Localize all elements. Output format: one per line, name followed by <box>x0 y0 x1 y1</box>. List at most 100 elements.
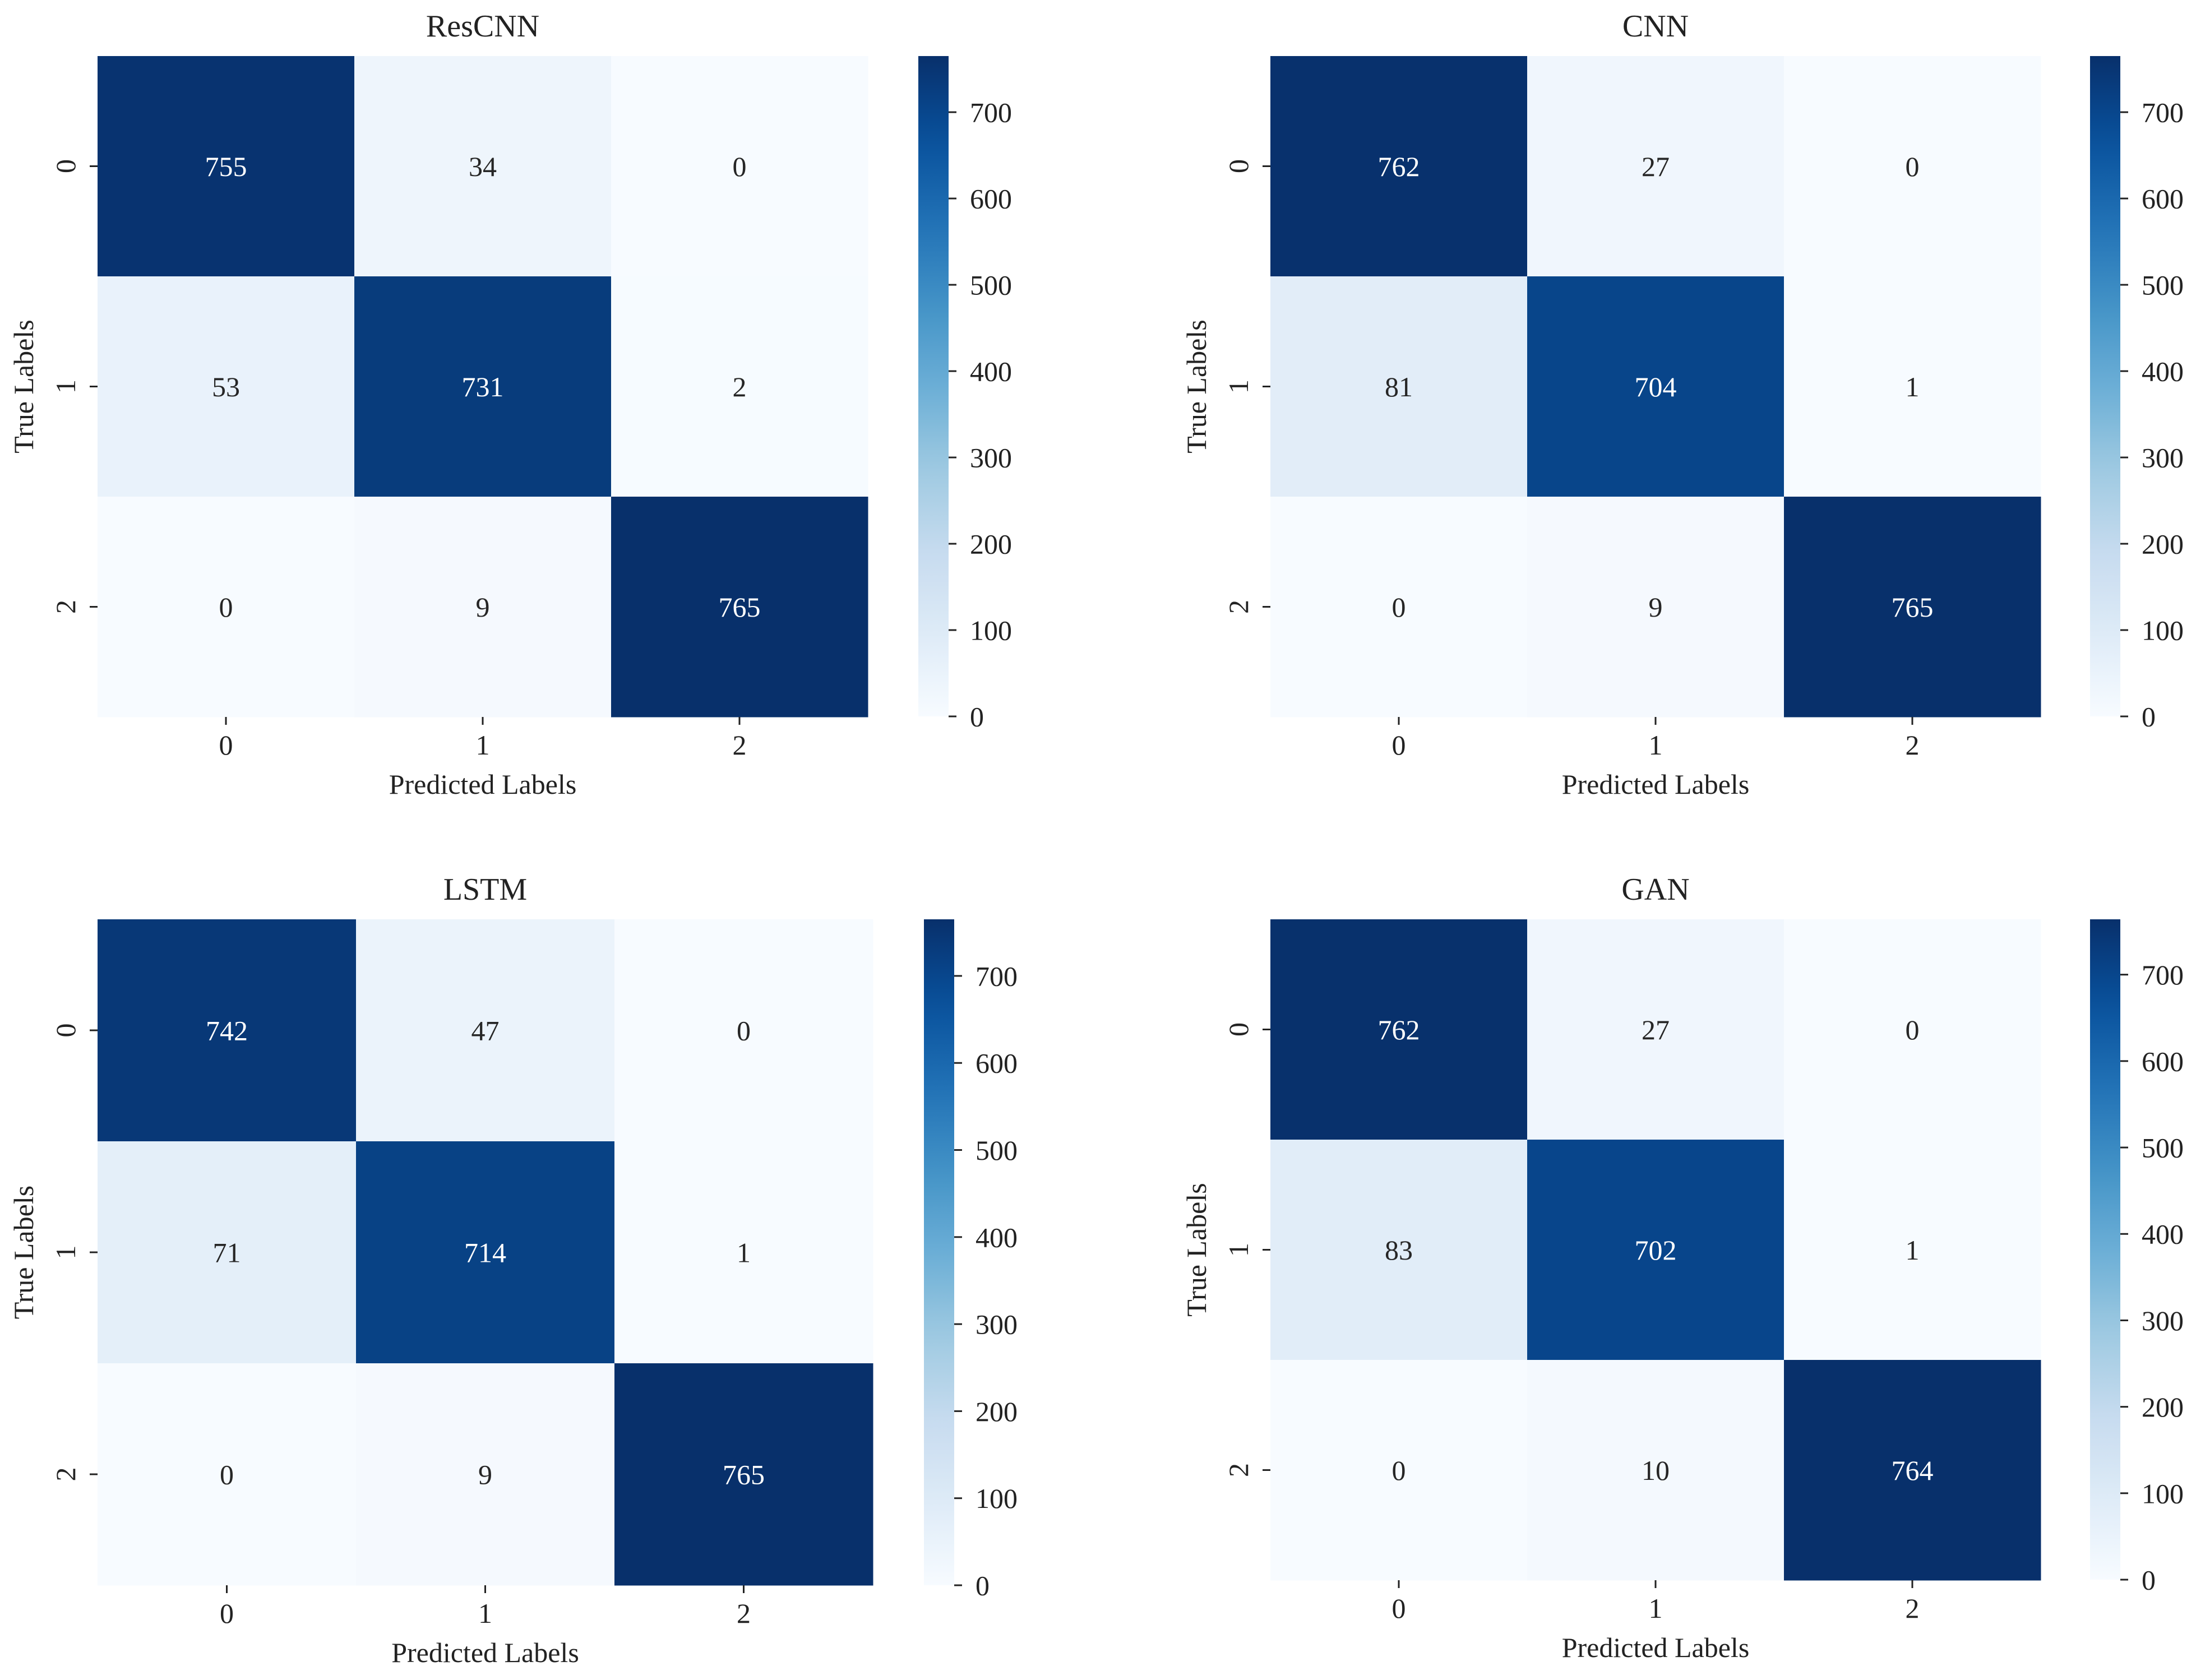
colorbar-tick-label: 600 <box>2142 1045 2184 1077</box>
colorbar-tick-label: 700 <box>976 960 1018 992</box>
y-axis-label: True Labels <box>1181 1183 1212 1316</box>
colorbar-tick-label: 300 <box>970 442 1012 474</box>
colorbar-tick-label: 500 <box>2142 270 2184 301</box>
cell-value-label: 81 <box>1385 371 1413 402</box>
heatmap-cell-r1-c2 <box>611 276 868 497</box>
heatmap-cell-r1-c1 <box>1527 1140 1784 1360</box>
cell-value-label: 742 <box>206 1015 248 1047</box>
heatmap-cell-r0-c2 <box>1784 919 2041 1140</box>
x-tick-label: 0 <box>219 729 233 761</box>
y-tick-label: 1 <box>1223 1243 1254 1257</box>
x-tick-label: 0 <box>1392 1593 1406 1624</box>
chart-title: GAN <box>1621 872 1689 907</box>
cell-value-label: 0 <box>220 1459 234 1491</box>
colorbar-tick-label: 0 <box>2142 701 2156 733</box>
heatmap-cell-r0-c2 <box>1784 56 2041 277</box>
heatmap-cell-r0-c1 <box>354 56 612 277</box>
cell-value-label: 731 <box>462 371 504 402</box>
y-tick-label: 2 <box>50 1468 81 1482</box>
heatmap-cell-r2-c0 <box>98 497 355 718</box>
colorbar-tick-label: 600 <box>970 183 1012 215</box>
heatmap-cell-r2-c0 <box>1270 497 1528 718</box>
heatmap-cell-r2-c2 <box>614 1363 873 1586</box>
colorbar-tick-label: 400 <box>2142 1219 2184 1250</box>
cell-value-label: 0 <box>219 591 233 623</box>
x-axis-label: Predicted Labels <box>391 1637 579 1668</box>
cell-value-label: 0 <box>1392 1455 1406 1486</box>
y-tick-label: 1 <box>1223 379 1254 394</box>
heatmap-cell-r1-c2 <box>1784 1140 2041 1360</box>
x-axis-label: Predicted Labels <box>1562 1632 1750 1663</box>
x-tick-label: 2 <box>733 729 747 761</box>
y-tick-label: 0 <box>50 1024 81 1038</box>
cell-value-label: 9 <box>476 591 490 623</box>
heatmap-cell-r1-c0 <box>1270 276 1528 497</box>
cell-value-label: 765 <box>1892 591 1934 623</box>
y-tick-label: 2 <box>1223 1463 1254 1477</box>
cell-value-label: 762 <box>1378 151 1420 182</box>
colorbar-tick-label: 600 <box>2142 183 2184 215</box>
colorbar-tick-label: 200 <box>2142 529 2184 560</box>
colorbar <box>924 919 954 1585</box>
heatmap-cell-r1-c0 <box>98 276 355 497</box>
heatmap-cell-r0-c0 <box>98 56 355 277</box>
colorbar-tick-label: 0 <box>970 701 984 733</box>
heatmap-cell-r2-c2 <box>1784 497 2041 718</box>
heatmap-cell-r0-c1 <box>1527 919 1784 1140</box>
x-tick-label: 1 <box>1649 729 1663 761</box>
heatmap-cell-r1-c1 <box>354 276 612 497</box>
heatmap-cell-r2-c0 <box>98 1363 357 1586</box>
cell-value-label: 9 <box>1649 591 1663 623</box>
colorbar-tick-label: 100 <box>2142 1478 2184 1509</box>
colorbar-tick-label: 400 <box>976 1221 1018 1253</box>
x-tick-label: 1 <box>1649 1593 1663 1624</box>
y-tick-label: 0 <box>1223 159 1254 173</box>
heatmap-cell-r2-c0 <box>1270 1360 1528 1581</box>
colorbar-tick-label: 500 <box>2142 1132 2184 1164</box>
x-tick-label: 2 <box>1906 729 1920 761</box>
heatmap-cell-r1-c2 <box>1784 276 2041 497</box>
panel-cnn: CNN 762 27 0 81 704 1 0 9 765 0 1 2 Predicted Labels 0… <box>1181 9 2184 800</box>
cell-value-label: 10 <box>1642 1455 1670 1486</box>
cell-value-label: 765 <box>719 591 761 623</box>
heatmap-cell-r1-c0 <box>98 1141 357 1364</box>
y-tick-label: 1 <box>50 1246 81 1260</box>
heatmap-cell-r2-c2 <box>611 497 868 718</box>
colorbar-tick-label: 0 <box>2142 1565 2156 1596</box>
cell-value-label: 27 <box>1642 151 1670 182</box>
y-tick-label: 2 <box>1223 600 1254 614</box>
cell-value-label: 764 <box>1892 1455 1934 1486</box>
y-axis-label: True Labels <box>8 1186 39 1319</box>
cell-value-label: 34 <box>469 151 497 182</box>
cell-value-label: 0 <box>1392 591 1406 623</box>
colorbar-tick-label: 700 <box>2142 959 2184 991</box>
cell-value-label: 762 <box>1378 1014 1420 1045</box>
chart-title: CNN <box>1622 9 1689 44</box>
cell-value-label: 1 <box>737 1237 751 1269</box>
colorbar-tick-label: 500 <box>970 270 1012 301</box>
cell-value-label: 9 <box>478 1459 492 1491</box>
y-tick-label: 1 <box>50 379 81 394</box>
colorbar-tick-label: 100 <box>970 615 1012 646</box>
cell-value-label: 47 <box>471 1015 500 1047</box>
heatmap-cell-r2-c1 <box>1527 1360 1784 1581</box>
cell-value-label: 83 <box>1385 1234 1413 1266</box>
heatmap-cell-r2-c2 <box>1784 1360 2041 1581</box>
cell-value-label: 702 <box>1635 1234 1677 1266</box>
colorbar-tick-label: 100 <box>976 1483 1018 1514</box>
cell-value-label: 0 <box>1906 1014 1920 1045</box>
colorbar-tick-label: 600 <box>976 1048 1018 1079</box>
cell-value-label: 704 <box>1635 371 1677 402</box>
x-axis-label: Predicted Labels <box>389 769 577 800</box>
x-tick-label: 1 <box>476 729 490 761</box>
colorbar-tick-label: 200 <box>970 529 1012 560</box>
heatmap-cell-r0-c0 <box>1270 56 1528 277</box>
heatmap-cell-r0-c2 <box>614 919 873 1142</box>
x-tick-label: 2 <box>1906 1593 1920 1624</box>
x-tick-label: 0 <box>1392 729 1406 761</box>
cell-value-label: 1 <box>1906 371 1920 402</box>
cell-value-label: 1 <box>1906 1234 1920 1266</box>
colorbar-tick-label: 500 <box>976 1135 1018 1166</box>
chart-title: ResCNN <box>426 9 539 44</box>
